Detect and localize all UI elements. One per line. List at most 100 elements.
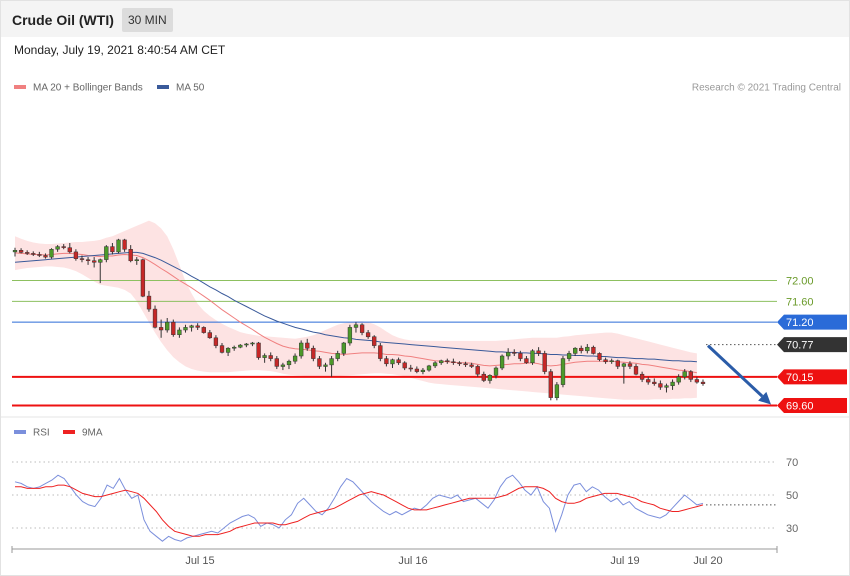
- candle-body: [481, 373, 486, 381]
- candle-body: [536, 350, 541, 354]
- candle: [171, 319, 176, 337]
- candle: [37, 251, 42, 258]
- candle-body: [122, 239, 127, 250]
- candle-body: [262, 355, 267, 358]
- candle: [165, 318, 170, 333]
- candle-body: [621, 363, 627, 367]
- candle-body: [305, 342, 310, 349]
- ma20-legend-label: MA 20 + Bollinger Bands: [33, 83, 143, 94]
- candle: [378, 343, 383, 362]
- candle: [676, 374, 681, 385]
- candle: [244, 343, 249, 348]
- ma9-legend-swatch: [63, 430, 75, 434]
- candle: [177, 327, 182, 338]
- forecast-arrow: [706, 344, 771, 405]
- candle-body: [67, 247, 72, 253]
- candle-body: [268, 355, 273, 359]
- candle-body: [615, 360, 620, 367]
- candle: [189, 324, 194, 332]
- candle: [475, 364, 480, 377]
- candle-body: [426, 365, 432, 371]
- candle-body: [573, 347, 578, 354]
- candle-body: [189, 325, 194, 328]
- candle: [128, 245, 133, 263]
- candle-body: [323, 364, 328, 367]
- candle-body: [700, 381, 706, 384]
- candle-body: [652, 381, 657, 384]
- instrument-title: Crude Oil (WTI): [12, 12, 114, 28]
- support-tag-4: [777, 369, 847, 385]
- candle-body: [384, 358, 389, 365]
- candle: [55, 245, 60, 252]
- candle: [353, 322, 359, 333]
- candle: [98, 258, 103, 284]
- candle-body: [542, 353, 547, 372]
- candle-body: [512, 352, 517, 354]
- candle: [262, 353, 267, 363]
- candle-body: [73, 251, 79, 259]
- candle: [140, 258, 146, 298]
- candle: [305, 338, 310, 351]
- candle-body: [347, 327, 353, 344]
- candle: [79, 255, 85, 263]
- candle-body: [402, 362, 407, 369]
- candle: [688, 370, 693, 383]
- candle: [627, 361, 633, 370]
- candle-body: [18, 250, 24, 253]
- candle: [621, 362, 627, 384]
- candle-body: [566, 353, 572, 359]
- candle: [487, 374, 493, 384]
- candle-body: [116, 239, 121, 253]
- candle: [493, 366, 499, 379]
- candle-body: [633, 366, 639, 375]
- candle-body: [353, 324, 359, 328]
- candle-body: [31, 253, 36, 255]
- candle-body: [530, 350, 535, 364]
- candle: [591, 345, 596, 355]
- candle: [670, 379, 675, 390]
- candle-body: [61, 246, 66, 248]
- candle: [49, 248, 54, 259]
- rsi-legend-label: RSI: [33, 428, 50, 439]
- candle-body: [414, 368, 420, 372]
- candle: [268, 352, 273, 362]
- candle-body: [682, 371, 687, 378]
- candle-body: [694, 379, 700, 383]
- candle-body: [420, 369, 426, 372]
- candle-body: [85, 259, 91, 261]
- candle: [652, 378, 657, 386]
- candle: [457, 361, 462, 366]
- rsi-legend-swatch: [14, 430, 26, 434]
- candle-body: [359, 324, 365, 333]
- candle-body: [493, 367, 499, 376]
- candle: [524, 356, 529, 364]
- candle-body: [146, 295, 152, 310]
- x-tick-label-3: Jul 20: [693, 555, 722, 567]
- candle-body: [201, 327, 206, 333]
- candle-body: [311, 347, 316, 359]
- legend: MA 20 + Bollinger Bands MA 50 Research ©…: [14, 83, 841, 94]
- credit-label: Research © 2021 Trading Central: [692, 83, 841, 94]
- candle-body: [688, 371, 693, 380]
- candle-body: [299, 342, 304, 357]
- x-tick-label-0: Jul 15: [185, 555, 214, 567]
- candle-body: [463, 363, 468, 366]
- candle: [323, 362, 328, 372]
- candle: [274, 356, 279, 370]
- rsi-tick-label-0: 70: [786, 457, 798, 469]
- candle: [134, 257, 139, 265]
- candle-body: [554, 384, 560, 398]
- candle: [219, 343, 225, 354]
- support-label-4: 70.15: [786, 372, 814, 384]
- candle-body: [171, 321, 176, 335]
- rsi-line: [14, 474, 704, 542]
- candle: [213, 335, 219, 349]
- candle: [518, 350, 523, 362]
- timeframe-badge[interactable]: 30 MIN: [122, 8, 173, 32]
- candle: [365, 329, 371, 339]
- candle: [104, 245, 109, 263]
- candle-body: [658, 383, 663, 388]
- candle-body: [79, 258, 85, 260]
- candle: [615, 359, 620, 370]
- candle-body: [560, 358, 566, 385]
